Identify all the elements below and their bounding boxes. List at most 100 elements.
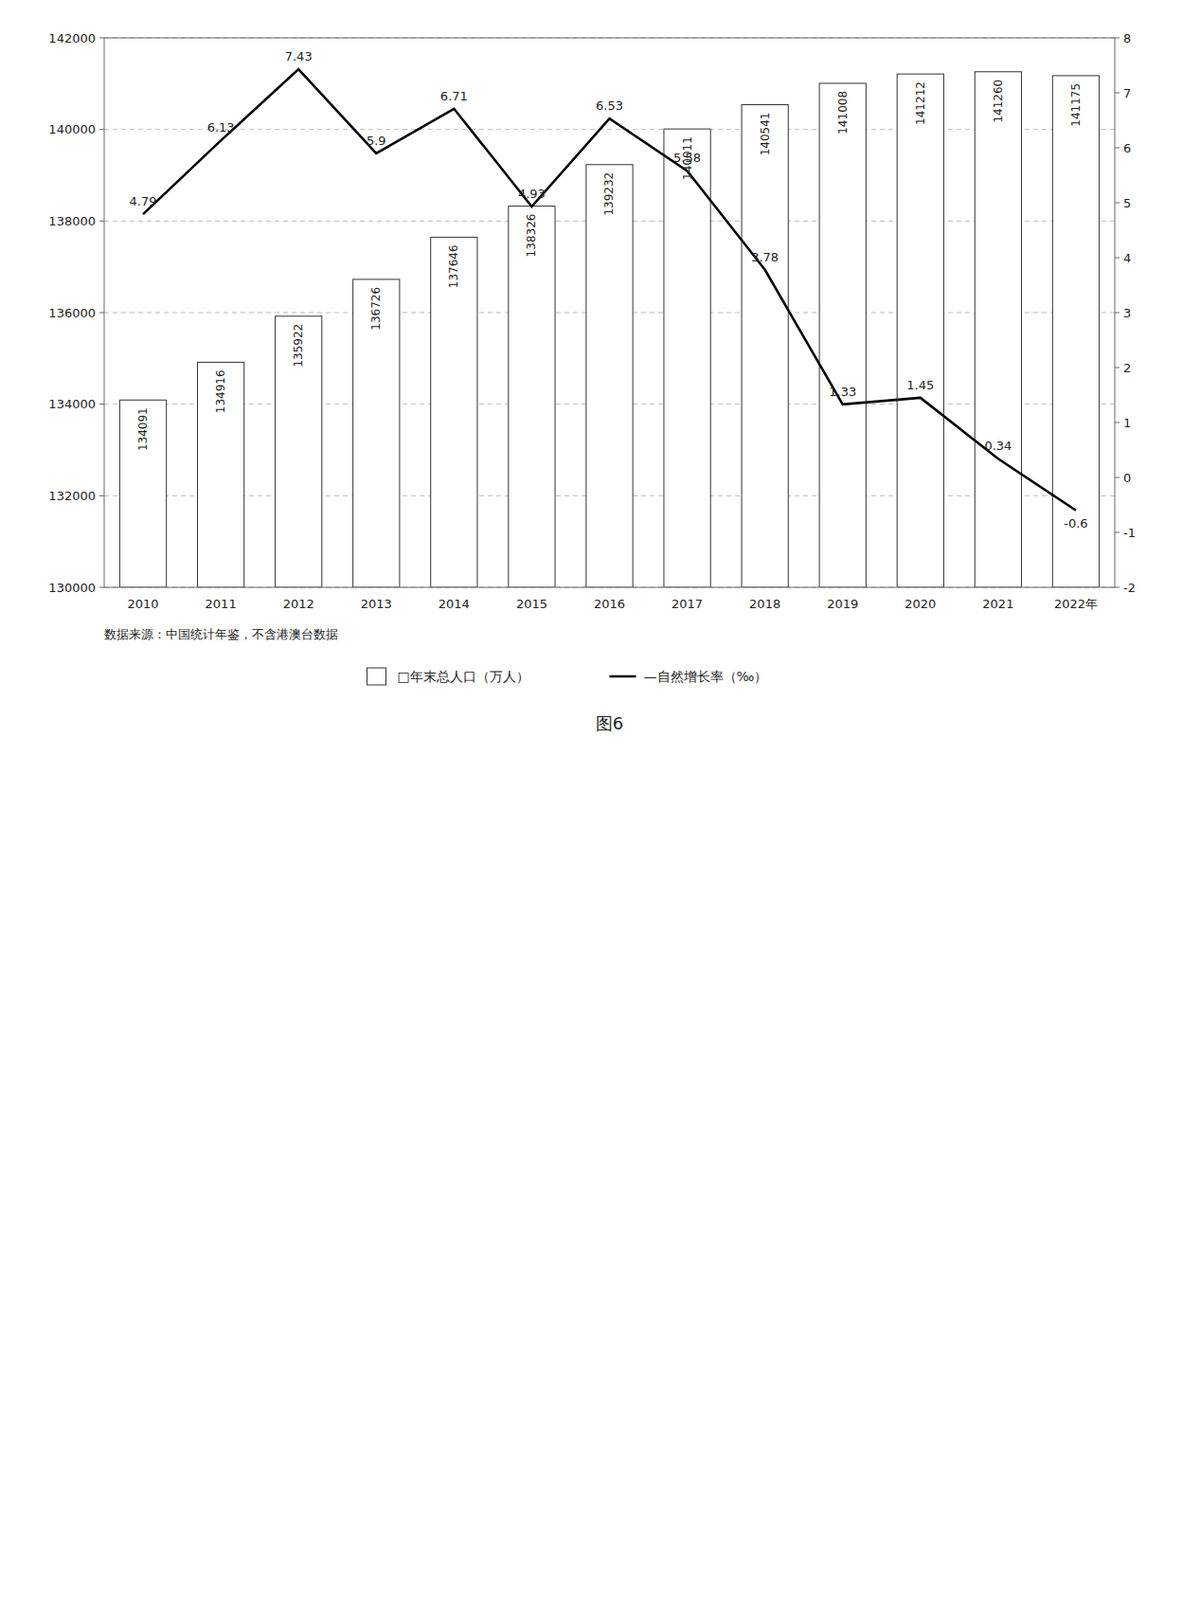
bar <box>430 236 478 588</box>
line-label: 1.33 <box>828 384 857 399</box>
bar <box>586 164 633 588</box>
y-tick-label: 130000 <box>48 580 96 595</box>
line-label: 6.13 <box>207 120 235 135</box>
legend-swatch <box>609 675 637 679</box>
y-tick-label: 142000 <box>48 31 96 46</box>
x-tick-label: 2022年 <box>1054 596 1098 611</box>
y-tick-label: 132000 <box>48 488 96 503</box>
y-tick <box>99 128 105 130</box>
y2-tick-label: 7 <box>1123 86 1131 101</box>
y2-tick <box>1114 477 1120 479</box>
y-tick-label: 140000 <box>48 122 96 137</box>
title: 图6 <box>595 713 624 734</box>
bar <box>819 83 866 588</box>
axes: 1300001320001340001360001380001400001420… <box>48 31 1136 612</box>
bar <box>119 399 166 588</box>
legend-swatch <box>367 667 387 685</box>
y2-tick <box>1114 587 1120 589</box>
y2-tick <box>1114 37 1120 39</box>
growth-line <box>143 69 1076 511</box>
bar-label: 139232 <box>603 172 617 216</box>
x-tick-label: 2016 <box>593 596 626 611</box>
line-label: 5.58 <box>673 150 701 165</box>
x-tick-label: 2012 <box>283 596 315 611</box>
bar-label: 136726 <box>369 286 383 331</box>
bar <box>974 71 1021 588</box>
line-label: 3.78 <box>751 250 779 265</box>
x-tick-label: 2020 <box>904 596 936 611</box>
y2-tick-label: 8 <box>1123 31 1131 46</box>
bar-label: 134091 <box>136 407 150 451</box>
line-label: 0.34 <box>984 438 1012 453</box>
marks <box>119 69 1099 588</box>
source-note: 数据来源：中国统计年鉴，不含港澳台数据 <box>104 626 339 642</box>
y-tick <box>99 37 105 39</box>
y-tick <box>99 403 105 405</box>
y2-tick-label: 2 <box>1123 360 1131 376</box>
x-tick-label: 2010 <box>126 596 159 611</box>
line-label: 4.79 <box>129 194 158 209</box>
y2-tick <box>1114 312 1120 314</box>
legend-label: □年末总人口（万人） <box>397 668 530 684</box>
y2-tick <box>1114 92 1120 94</box>
line-label: 6.71 <box>440 89 468 104</box>
y2-tick <box>1114 422 1120 424</box>
bar-label: 134916 <box>214 369 228 413</box>
y-tick <box>99 495 105 497</box>
bar-label: 140541 <box>758 112 772 157</box>
y2-tick-label: -1 <box>1123 525 1136 540</box>
legend-label: —自然增长率（‰） <box>644 668 769 684</box>
x-tick-label: 2019 <box>826 596 859 611</box>
bar <box>1052 75 1099 588</box>
y2-tick-label: 4 <box>1123 250 1131 266</box>
bar-label: 141175 <box>1069 83 1083 127</box>
y2-tick-label: 6 <box>1123 141 1131 156</box>
bar <box>353 279 400 588</box>
y2-tick-label: 1 <box>1123 415 1131 430</box>
y-tick-label: 134000 <box>48 396 96 412</box>
bar-label: 141008 <box>836 90 850 135</box>
bar <box>197 361 244 588</box>
bar-label: 138326 <box>524 214 538 258</box>
legend: □年末总人口（万人） —自然增长率（‰） <box>367 667 769 685</box>
y2-tick <box>1114 532 1120 534</box>
bar <box>896 73 944 588</box>
y2-tick-label: 3 <box>1123 305 1131 321</box>
grid-line <box>104 128 1115 130</box>
bar <box>663 128 711 588</box>
grid <box>104 37 1115 588</box>
bar-label: 137646 <box>447 244 461 288</box>
bar-label: 141212 <box>913 81 928 126</box>
x-tick-label: 2011 <box>205 596 237 611</box>
x-tick-label: 2017 <box>671 596 703 611</box>
x-tick-label: 2014 <box>438 596 470 611</box>
y-tick-label: 138000 <box>48 214 96 229</box>
line-label: 7.43 <box>285 49 313 64</box>
y2-tick-label: 0 <box>1123 470 1131 485</box>
bar <box>275 316 323 588</box>
bar-label: 141260 <box>991 79 1005 124</box>
y-tick <box>99 220 105 222</box>
chart: 134091 134916 135922 136726 137646 138326 1392… <box>0 0 1200 815</box>
line-label: 4.93 <box>518 186 546 201</box>
bar <box>508 206 556 588</box>
y-tick-label: 136000 <box>48 305 96 321</box>
bar-label: 135922 <box>291 323 305 368</box>
line-label: 6.53 <box>595 98 624 113</box>
y2-tick <box>1114 202 1120 204</box>
bar <box>741 105 789 588</box>
y2-tick <box>1114 257 1120 259</box>
y-tick <box>99 587 105 589</box>
x-tick-label: 2018 <box>749 596 781 611</box>
y2-tick-label: 5 <box>1123 196 1131 211</box>
data-labels: 134091 134916 135922 136726 137646 138326 1392… <box>129 49 1089 531</box>
x-tick-label: 2013 <box>360 596 393 611</box>
x-tick-label: 2015 <box>516 596 548 611</box>
y2-tick <box>1114 367 1120 369</box>
x-tick-label: 2021 <box>982 596 1014 611</box>
y-tick <box>99 312 105 314</box>
line-label: -0.6 <box>1063 516 1088 531</box>
line-label: 5.9 <box>366 133 387 148</box>
y2-tick <box>1114 147 1120 149</box>
line-label: 1.45 <box>906 377 934 393</box>
